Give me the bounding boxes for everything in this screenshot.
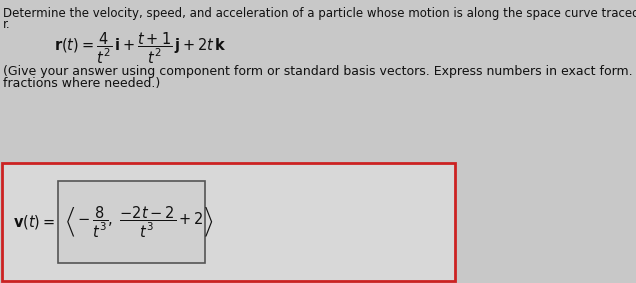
Text: Determine the velocity, speed, and acceleration of a particle whose motion is al: Determine the velocity, speed, and accel… xyxy=(3,7,636,20)
Text: $\left\langle -\dfrac{8}{t^3},\; \dfrac{-2t-2}{t^3}+2\right\rangle$: $\left\langle -\dfrac{8}{t^3},\; \dfrac{… xyxy=(65,204,213,240)
Text: fractions where needed.): fractions where needed.) xyxy=(3,77,160,90)
Text: $\mathbf{v}(t) =$: $\mathbf{v}(t) =$ xyxy=(13,213,55,231)
FancyBboxPatch shape xyxy=(2,163,455,281)
Text: (Give your answer using component form or standard basis vectors. Express number: (Give your answer using component form o… xyxy=(3,65,636,78)
Text: r.: r. xyxy=(3,18,11,31)
FancyBboxPatch shape xyxy=(58,181,205,263)
Text: $\mathbf{r}(t) = \dfrac{4}{t^2}\,\mathbf{i} + \dfrac{t+1}{t^2}\,\mathbf{j} + 2t\: $\mathbf{r}(t) = \dfrac{4}{t^2}\,\mathbf… xyxy=(54,31,227,66)
